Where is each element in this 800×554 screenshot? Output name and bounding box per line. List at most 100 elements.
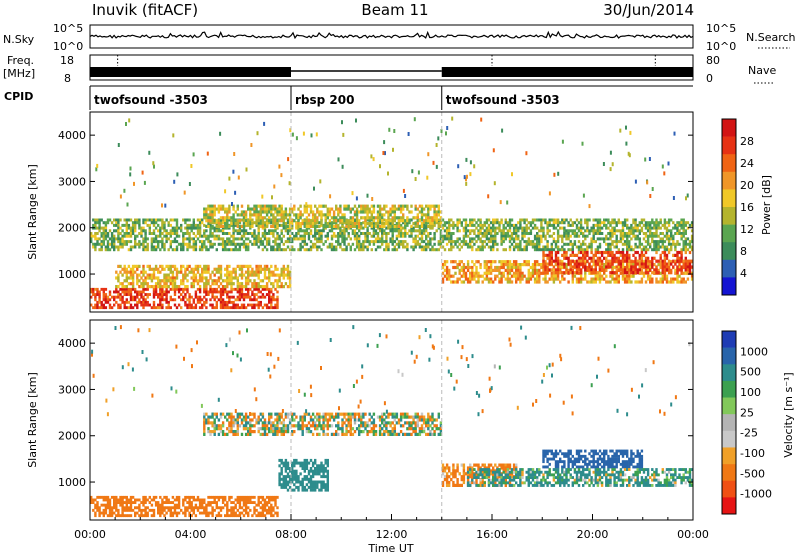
echo-band-3 <box>458 229 461 233</box>
echo-band-6 <box>592 268 595 272</box>
echo-scatter <box>628 153 631 158</box>
echo-band-1 <box>209 287 212 291</box>
echo-band-3 <box>228 242 231 246</box>
echo-band-4 <box>240 204 244 208</box>
echo-scatter <box>426 175 429 180</box>
echo-band-3 <box>466 229 470 233</box>
echo-band-3 <box>337 232 340 235</box>
echo-band-3 <box>247 237 250 241</box>
echo-band-3 <box>613 218 616 222</box>
echo-band-3 <box>552 221 556 225</box>
echo-band-3 <box>569 229 572 233</box>
echo-band-2 <box>219 282 223 286</box>
echo-band-1 <box>165 306 168 310</box>
echo-band-3 <box>90 237 93 241</box>
echo-band-3 <box>360 248 363 252</box>
echo-band-3 <box>682 223 685 227</box>
echo-band-3 <box>397 242 401 246</box>
echo-band-3 <box>542 229 545 233</box>
echo-band-3 <box>399 240 403 244</box>
echo-band-1 <box>96 300 99 304</box>
echo-band-2 <box>247 273 250 277</box>
echo-band-3 <box>372 240 376 244</box>
echo-band-4 <box>274 224 277 228</box>
echo-band-3 <box>196 237 200 241</box>
echo-band-4 <box>305 219 309 223</box>
echo-band-2 <box>148 273 151 277</box>
echo-band-3 <box>272 245 275 249</box>
echo-band-3 <box>324 240 327 244</box>
echo-band-2 <box>219 267 223 271</box>
echo-band-3 <box>556 234 560 238</box>
echo-band-3 <box>525 226 528 230</box>
echo-band-3 <box>307 237 311 241</box>
echo-band-2 <box>274 267 277 271</box>
echo-band-6 <box>613 271 616 275</box>
echo-band-3 <box>240 242 244 246</box>
echo-band-5 <box>529 265 533 270</box>
echo-band-1 <box>188 498 191 502</box>
echo-band-2 <box>150 273 154 277</box>
echo-band-1 <box>94 303 97 307</box>
echo-band-1 <box>142 287 145 291</box>
echo-band-3 <box>512 226 516 230</box>
echo-band-3 <box>110 237 114 241</box>
echo-band-5 <box>670 277 673 281</box>
echo-band-1 <box>221 293 225 296</box>
echo-band-3 <box>672 226 675 230</box>
echo-band-3 <box>169 218 172 222</box>
echo-band-5 <box>515 271 518 275</box>
echo-band-3 <box>163 221 166 225</box>
echo-band-3 <box>360 245 363 249</box>
echo-band-3 <box>573 232 577 235</box>
echo-band-3 <box>194 245 198 249</box>
echo-band-3 <box>253 221 256 225</box>
echo-band-3 <box>536 226 539 230</box>
echo-band-3 <box>104 229 108 233</box>
echo-band-3 <box>538 242 541 246</box>
echo-band-3 <box>510 242 514 246</box>
echo-band-1 <box>232 295 235 299</box>
echo-band-5 <box>676 280 679 284</box>
echo-band-3 <box>355 237 359 241</box>
echo-band-1 <box>255 298 258 302</box>
echo-band-3 <box>427 240 430 244</box>
echo-band-3 <box>167 232 170 235</box>
echo-band-3 <box>383 248 386 252</box>
echo-band-4 <box>341 216 344 220</box>
echo-band-3 <box>399 226 403 230</box>
echo-band-6 <box>686 259 690 263</box>
echo-band-1 <box>261 287 265 291</box>
echo-band-3 <box>207 237 210 241</box>
echo-band-5 <box>588 280 591 284</box>
echo-band-2 <box>136 264 139 268</box>
echo-band-3 <box>517 229 520 233</box>
echo-band-4 <box>418 204 422 208</box>
echo-band-1 <box>104 506 108 510</box>
echo-band-3 <box>301 229 304 233</box>
echo-band-3 <box>594 248 597 252</box>
echo-band-5 <box>477 260 480 264</box>
echo-band-6 <box>582 259 585 263</box>
echo-band-3 <box>221 240 225 244</box>
echo-band-3 <box>487 240 491 244</box>
echo-band-3 <box>556 232 560 235</box>
echo-band-4 <box>391 216 394 220</box>
echo-band-3 <box>196 232 200 235</box>
echo-band-5 <box>512 263 516 267</box>
echo-band-3 <box>157 223 160 227</box>
echo-band-6 <box>646 271 650 275</box>
echo-band-1 <box>104 511 108 515</box>
echo-band-3 <box>414 229 417 233</box>
echo-band-1 <box>115 290 118 294</box>
echo-band-3 <box>651 218 654 222</box>
echo-band-3 <box>150 218 154 222</box>
echo-band-3 <box>450 248 453 252</box>
echo-band-5 <box>487 280 491 284</box>
echo-band-2 <box>268 279 271 283</box>
echo-band-3 <box>393 245 396 249</box>
echo-band-3 <box>523 226 526 230</box>
echo-band-1 <box>205 511 208 515</box>
echo-band-3 <box>592 240 595 244</box>
echo-band-4 <box>425 204 428 208</box>
